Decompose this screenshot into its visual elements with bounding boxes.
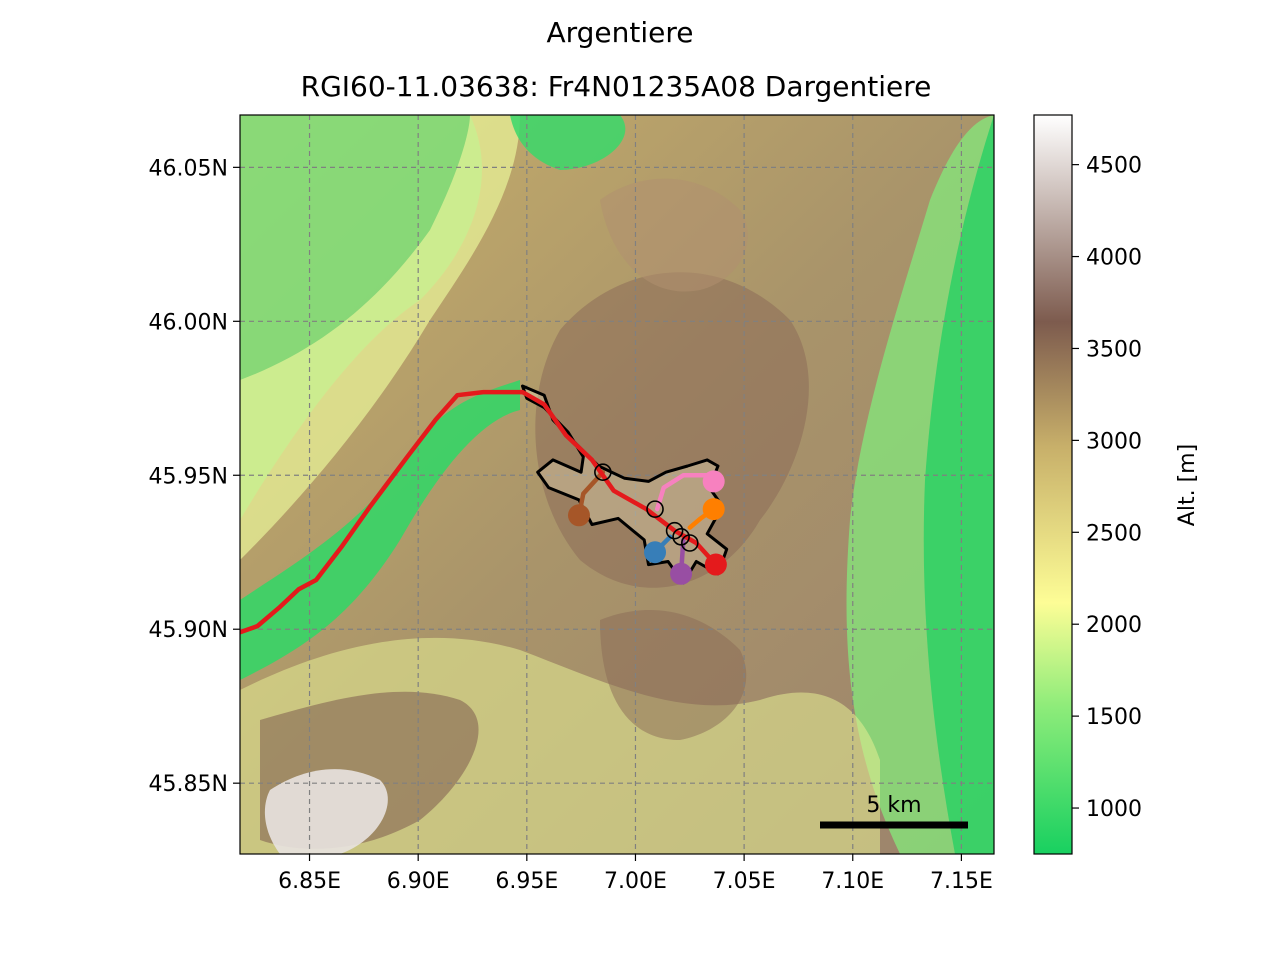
lon-tick-label: 7.00E xyxy=(604,869,667,894)
figure-subtitle: RGI60-11.03638: Fr4N01235A08 Dargentiere xyxy=(300,70,932,103)
valley-north-green xyxy=(510,115,626,170)
flowline-terminus-marker xyxy=(567,504,590,527)
summit-snow xyxy=(264,769,388,854)
colorbar-tick-label: 1500 xyxy=(1086,705,1142,730)
flowline-junction-marker xyxy=(646,500,664,518)
colorbar-label: Alt. [m] xyxy=(1175,444,1200,526)
lon-tick-label: 7.05E xyxy=(713,869,776,894)
colorbar-tick-label: 3500 xyxy=(1086,337,1142,362)
lat-tick-label: 46.05N xyxy=(149,156,228,181)
flowline-junction-marker xyxy=(680,534,699,552)
ridge-north xyxy=(600,178,748,292)
colorbar-ticks: 1000 1500 2000 2500 3000 3500 4000 4500 xyxy=(1072,154,1142,822)
colorbar-tick-label: 3000 xyxy=(1086,429,1142,454)
colorbar-gradient xyxy=(1033,114,1073,855)
map-frame xyxy=(239,114,995,855)
flowline-terminus-marker xyxy=(702,470,725,493)
figure-title: Argentiere xyxy=(546,16,694,49)
colorbar-tick-label: 4000 xyxy=(1086,246,1142,271)
latitude-axis: 46.05N 46.00N 45.95N 45.90N 45.85N xyxy=(149,156,240,797)
lon-tick-label: 6.85E xyxy=(278,869,341,894)
glacier-flowlines-layer xyxy=(240,389,727,635)
flowline-terminus-marker xyxy=(704,553,727,576)
colorbar-tick-label: 2000 xyxy=(1086,613,1142,638)
longitude-axis: 6.85E 6.90E 6.95E 7.00E 7.05E 7.10E 7.15E xyxy=(278,854,993,894)
lat-tick-label: 45.85N xyxy=(149,772,228,797)
flowline-terminus-marker xyxy=(670,562,693,585)
colorbar: 1000 1500 2000 2500 3000 3500 4000 4500 Alt. [m… xyxy=(1033,114,1200,855)
lat-tick-label: 46.00N xyxy=(149,310,228,335)
lon-tick-label: 6.95E xyxy=(495,869,558,894)
map-gridlines xyxy=(240,115,994,854)
map-panel xyxy=(240,115,994,854)
flowline-terminus-marker xyxy=(644,541,667,564)
colorbar-tick-label: 2500 xyxy=(1086,521,1142,546)
colorbar-tick-label: 1000 xyxy=(1086,797,1142,822)
flowline-junction-marker xyxy=(672,528,690,546)
flowline-junction-marker xyxy=(665,521,684,540)
lon-tick-label: 6.90E xyxy=(387,869,450,894)
lat-tick-label: 45.90N xyxy=(149,618,228,643)
scale-bar-label: 5 km xyxy=(866,793,921,818)
ridge-center xyxy=(535,272,809,588)
flowline-junction-marker xyxy=(594,463,612,481)
colorbar-tick-label: 4500 xyxy=(1086,154,1142,179)
valley-east-green xyxy=(923,115,994,854)
lon-tick-label: 7.10E xyxy=(821,869,884,894)
ridge-south xyxy=(600,610,747,740)
scale-bar: 5 km xyxy=(820,793,968,829)
lon-tick-label: 7.15E xyxy=(930,869,993,894)
flowline xyxy=(240,389,719,635)
lat-tick-label: 45.95N xyxy=(149,464,228,489)
flowline-terminus-marker xyxy=(702,498,725,521)
